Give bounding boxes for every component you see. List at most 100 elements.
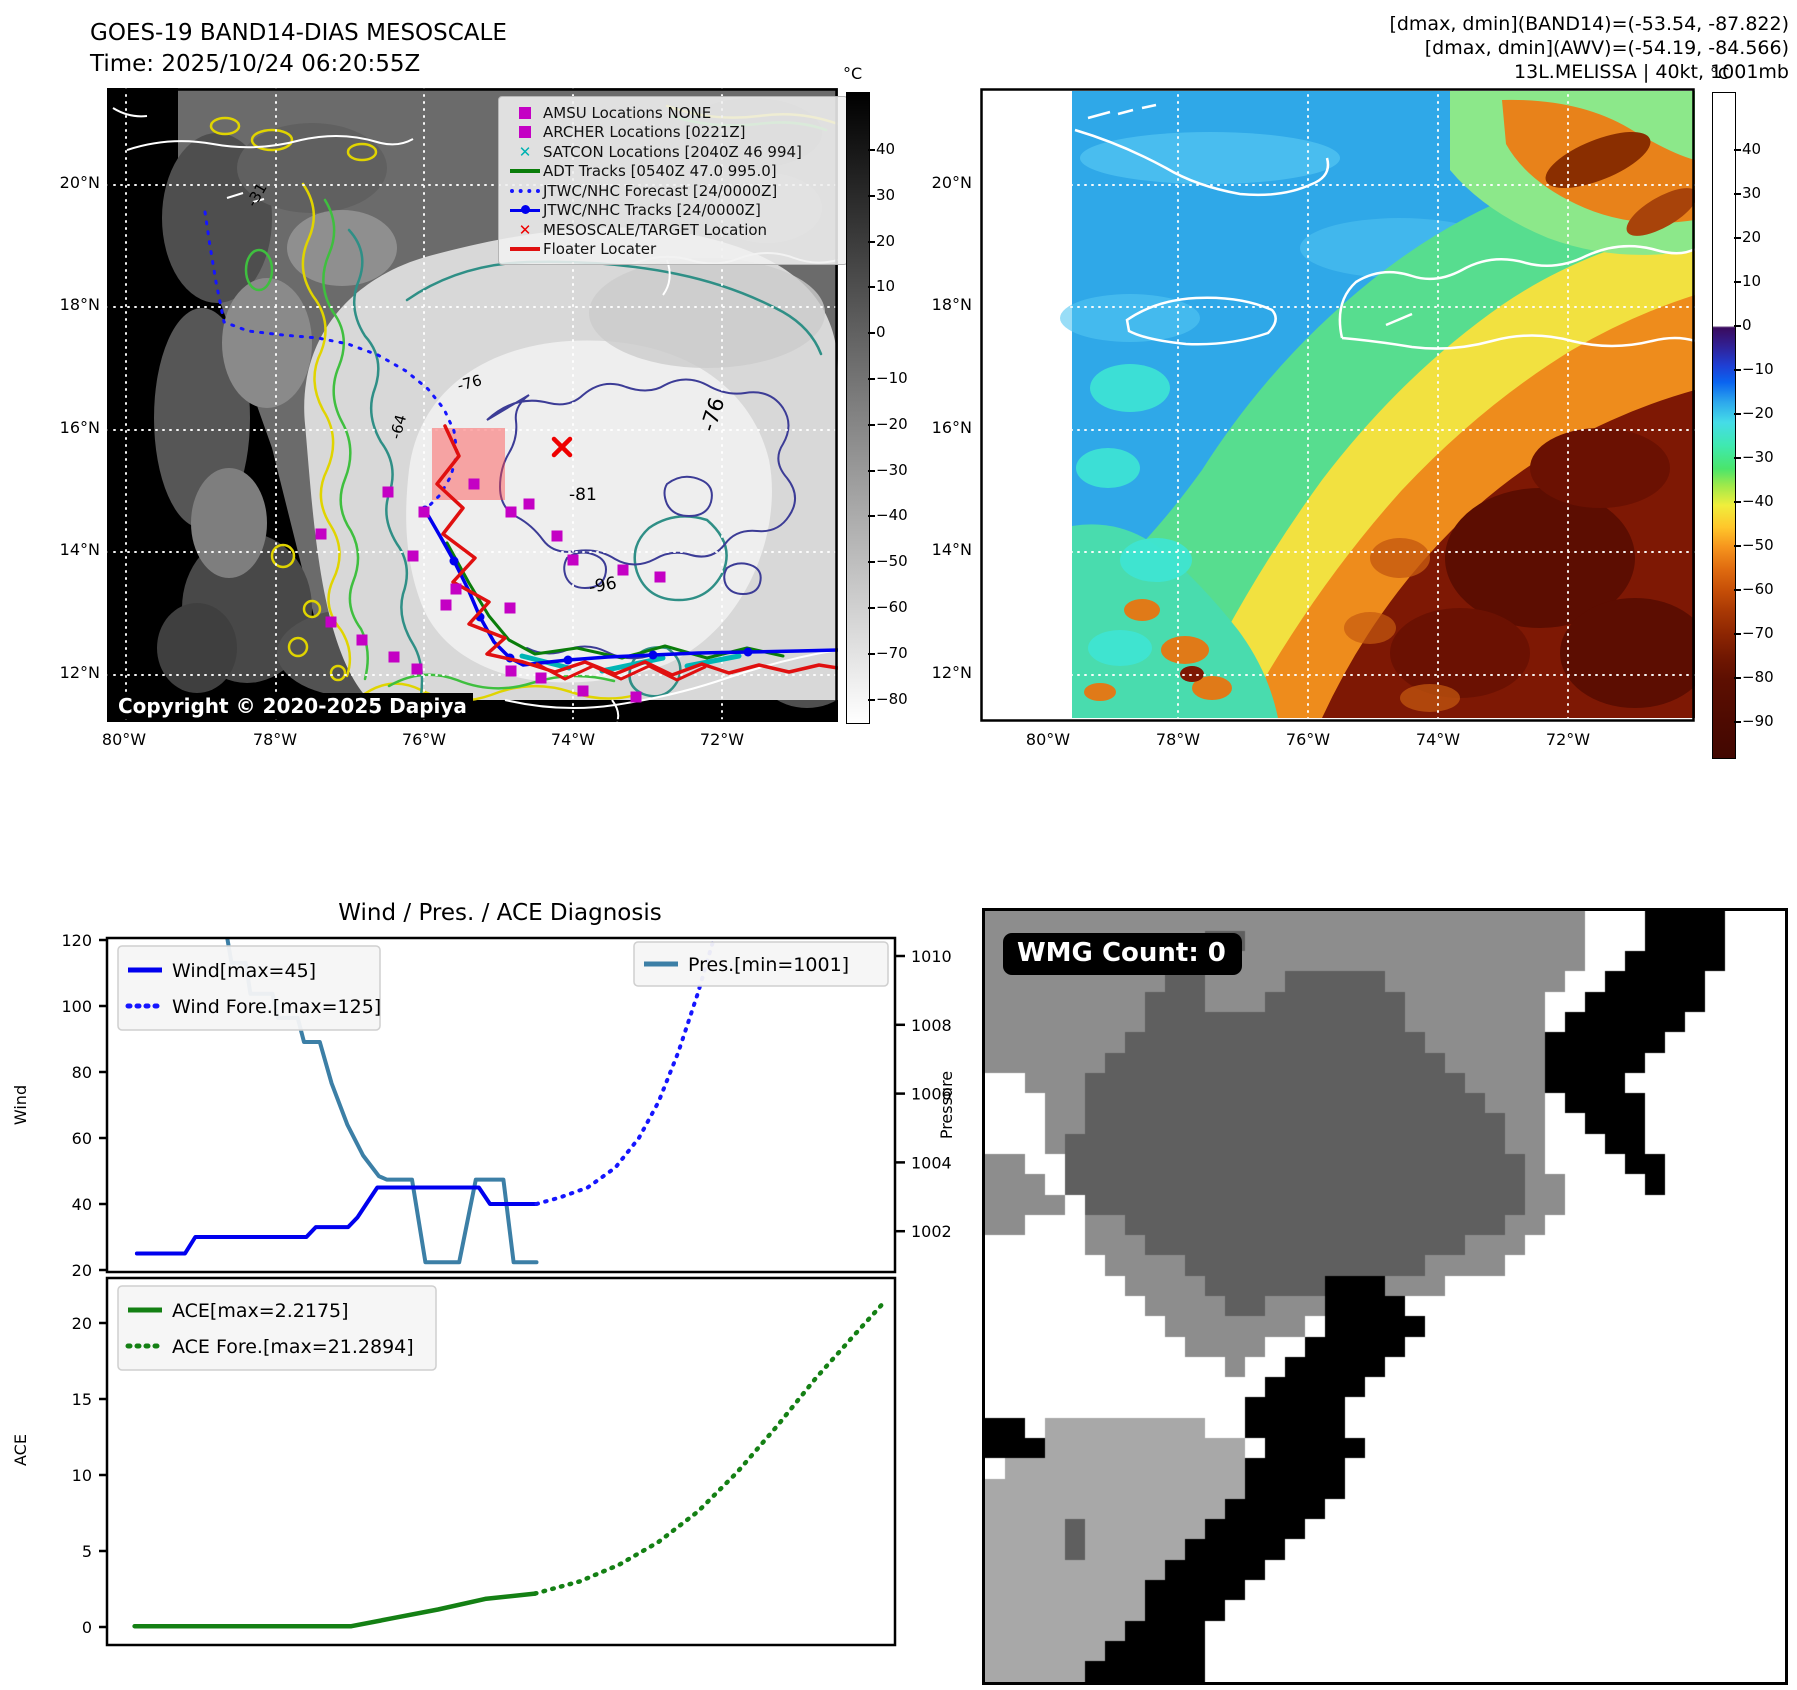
colorbar-tick-label: −40 bbox=[1742, 492, 1774, 510]
colorbar-tick-label: 30 bbox=[1742, 184, 1762, 202]
archer-location-marker bbox=[504, 602, 516, 614]
map-legend: AMSU Locations NONE ARCHER Locations [022… bbox=[498, 96, 848, 265]
colorbar-tick-label: 10 bbox=[876, 277, 896, 296]
archer-location-marker bbox=[325, 616, 337, 628]
colorbar-tick-label: −10 bbox=[1742, 360, 1774, 378]
colorbar-tick-mark bbox=[1734, 633, 1741, 635]
line-marker-icon bbox=[510, 169, 540, 174]
colorbar-unit-left: °C bbox=[843, 64, 863, 83]
jtwc-track-point bbox=[563, 655, 573, 665]
tick-label: 5 bbox=[82, 1542, 92, 1561]
colorbar-tick-label: −80 bbox=[1742, 668, 1774, 686]
wind-fore-legend-label: Wind Fore.[max=125] bbox=[172, 996, 381, 1018]
colorbar-tick-label: −30 bbox=[1742, 448, 1774, 466]
wind-legend-label: Wind[max=45] bbox=[172, 960, 316, 982]
colorbar-tick-label: −20 bbox=[1742, 404, 1774, 422]
legend-row: JTWC/NHC Tracks [24/0000Z] bbox=[507, 201, 839, 221]
lat-label-right: 20°N bbox=[931, 173, 972, 192]
colorbar-tick-mark bbox=[868, 561, 875, 564]
header-left: GOES-19 BAND14-DIAS MESOSCALE Time: 2025… bbox=[90, 18, 507, 80]
archer-location-marker bbox=[551, 530, 563, 542]
legend-row: Floater Locater bbox=[507, 240, 839, 260]
colorbar-tick-label: 20 bbox=[1742, 228, 1762, 246]
legend-marker-line bbox=[507, 169, 543, 174]
x-marker-icon: ✕ bbox=[518, 142, 532, 161]
colorbar-tick-mark bbox=[868, 515, 875, 518]
wind-axis-label: Wind bbox=[11, 1085, 30, 1125]
legend-item-label: JTWC/NHC Tracks [24/0000Z] bbox=[543, 201, 761, 220]
archer-location-marker bbox=[315, 528, 327, 540]
colorbar-tick-label: 0 bbox=[1742, 316, 1752, 334]
x-marker-icon: ✕ bbox=[518, 220, 532, 239]
contour-label: -81 bbox=[569, 485, 597, 505]
line-dot-icon bbox=[510, 205, 540, 215]
colorbar-tick-mark bbox=[868, 652, 875, 655]
colorbar-tick-mark bbox=[1734, 149, 1741, 151]
floater-track bbox=[435, 424, 838, 677]
lon-label-left: 80°W bbox=[101, 730, 147, 749]
lat-label-left: 12°N bbox=[59, 663, 100, 682]
contour-label: -64 bbox=[386, 413, 410, 441]
colorbar-tick-label: −40 bbox=[876, 506, 908, 525]
tick-label: 1006 bbox=[911, 1085, 952, 1104]
legend-item-label: ADT Tracks [0540Z 47.0 995.0] bbox=[543, 162, 777, 181]
ace-legend-label: ACE[max=2.2175] bbox=[172, 1300, 349, 1322]
square-marker-icon bbox=[519, 106, 531, 119]
colorbar-tick-mark bbox=[868, 698, 875, 701]
coastlines bbox=[1074, 103, 1695, 350]
temperature-field bbox=[1060, 91, 1695, 718]
colorbar-tick-mark bbox=[1734, 237, 1741, 239]
legend-item-label: ARCHER Locations [0221Z] bbox=[543, 123, 746, 142]
colorbar-tick-mark bbox=[1734, 721, 1741, 723]
lat-label-left: 14°N bbox=[59, 540, 100, 559]
lon-label-right: 76°W bbox=[1285, 730, 1331, 749]
archer-location-marker bbox=[654, 571, 666, 583]
colorbar-tick-mark bbox=[868, 607, 875, 609]
colorbar-tick-label: 40 bbox=[876, 140, 896, 158]
map-frame bbox=[980, 88, 1695, 722]
satcon-location bbox=[599, 655, 666, 674]
pressure-legend-label: Pres.[min=1001] bbox=[688, 954, 849, 976]
tick-label: 1010 bbox=[911, 947, 952, 966]
contour-label: -76 bbox=[455, 371, 483, 395]
colorbar-unit-right: °C bbox=[1710, 64, 1730, 83]
copyright-watermark: Copyright © 2020-2025 Dapiya bbox=[112, 693, 473, 719]
legend-marker-linedot bbox=[507, 205, 543, 215]
timestamp: Time: 2025/10/24 06:20:55Z bbox=[90, 51, 421, 77]
legend-marker-line bbox=[507, 247, 543, 252]
legend-row: ✕ MESOSCALE/TARGET Location bbox=[507, 220, 839, 240]
ace-fore-legend-label: ACE Fore.[max=21.2894] bbox=[172, 1336, 414, 1358]
archer-location-marker bbox=[630, 691, 642, 703]
archer-location-marker bbox=[411, 663, 423, 675]
contour-teal bbox=[347, 228, 424, 698]
legend-item-label: JTWC/NHC Forecast [24/0000Z] bbox=[543, 181, 778, 200]
archer-location-marker bbox=[440, 599, 452, 611]
satcon-location bbox=[684, 653, 742, 669]
legend-marker-square bbox=[507, 126, 543, 139]
colorbar-tick-mark bbox=[868, 240, 875, 243]
tick-label: 100 bbox=[61, 997, 92, 1016]
page-title: GOES-19 BAND14-DIAS MESOSCALE bbox=[90, 20, 507, 46]
wind-line bbox=[134, 1185, 539, 1256]
dot-icon bbox=[521, 205, 530, 215]
lon-label-left: 72°W bbox=[699, 730, 745, 749]
colorbar-tick-mark bbox=[1734, 545, 1741, 547]
colorbar-tick-label: 30 bbox=[876, 185, 896, 204]
wind-pressure-plot-frame bbox=[105, 936, 897, 1274]
archer-location-marker bbox=[382, 486, 394, 498]
archer-location-marker bbox=[468, 478, 480, 490]
adt-track bbox=[445, 541, 785, 660]
floater-track-zigzag bbox=[535, 662, 707, 682]
colorbar-tick-label: 0 bbox=[876, 323, 886, 342]
colorbar-tick-mark bbox=[1734, 325, 1741, 327]
axis-ticks: 1201008060402010101008100610041002201510… bbox=[61, 931, 951, 1637]
colorbar-tick-mark bbox=[1734, 501, 1741, 503]
colorbar-tick-label: −30 bbox=[876, 460, 908, 479]
archer-location-marker bbox=[450, 583, 462, 595]
ace-forecast-line bbox=[532, 1300, 886, 1596]
colorbar-tick-mark bbox=[1734, 193, 1741, 195]
awv-temperature-map bbox=[980, 88, 1695, 722]
storm-id: 13L.MELISSA | 40kt, 1001mb bbox=[1514, 61, 1789, 83]
hispaniola-coast bbox=[1338, 244, 1695, 339]
